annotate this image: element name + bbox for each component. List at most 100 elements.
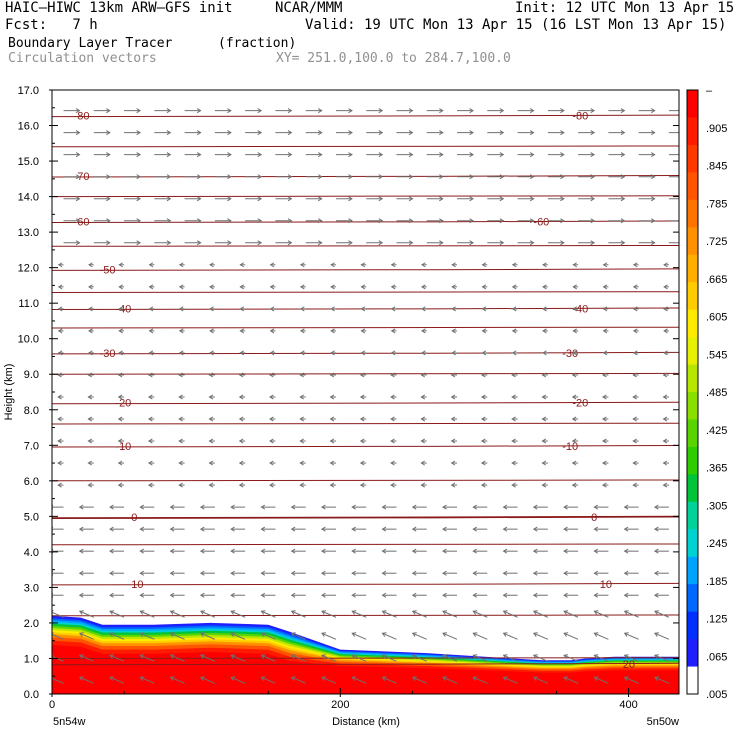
wind-vector [321, 654, 337, 662]
wind-vector-head [139, 610, 145, 615]
colorbar-swatch [687, 144, 698, 173]
wind-vector [594, 654, 609, 662]
wind-vector-head [529, 152, 535, 158]
wind-vector-head [287, 218, 293, 224]
wind-vector-head [572, 306, 577, 312]
wind-vector-head [502, 548, 508, 554]
wind-vector [624, 610, 639, 618]
contour-line--50 [52, 268, 679, 271]
wind-vector-head [381, 526, 387, 532]
wind-vector-head [532, 632, 538, 637]
wind-vector [352, 632, 367, 640]
wind-vector [563, 610, 579, 618]
colorbar-label: .065 [706, 651, 727, 663]
wind-vector-head [653, 570, 659, 576]
wind-vector [170, 632, 185, 640]
wind-vector-head [593, 592, 599, 598]
contour-label: 0 [591, 512, 597, 524]
wind-vector [503, 676, 518, 684]
wind-vector-head [260, 676, 266, 681]
wind-vector-head [563, 570, 568, 576]
wind-vector [170, 610, 185, 618]
wind-vector-head [299, 350, 305, 356]
wind-vector-head [390, 350, 396, 356]
wind-vector-head [663, 350, 668, 356]
wind-vector-head [238, 482, 244, 488]
wind-vector-head [57, 284, 63, 290]
wind-vector-head [209, 328, 214, 334]
wind-vector-head [653, 526, 659, 532]
wind-vector-head [593, 548, 599, 554]
wind-vector-head [420, 438, 426, 444]
wind-vector-head [451, 306, 456, 312]
wind-vector-head [257, 196, 263, 202]
wind-vector-head [632, 438, 637, 444]
wind-vector-head [257, 240, 263, 246]
tracer-field [52, 615, 679, 694]
wind-vector-head [136, 196, 142, 202]
wind-vector-head [532, 548, 538, 554]
wind-vector-head [653, 592, 659, 598]
x-right-endpoint: 5n50w [647, 716, 679, 728]
wind-vector-head [632, 306, 638, 312]
colorbar-label: .845 [706, 161, 727, 173]
wind-vector-head [593, 676, 599, 681]
wind-vector-head [88, 306, 93, 312]
wind-vector-head [269, 306, 275, 312]
wind-vector-head [260, 526, 266, 532]
wind-vector-head [439, 240, 444, 246]
wind-vector-head [209, 262, 214, 268]
wind-vector-head [541, 372, 547, 378]
wind-vector-head [57, 372, 62, 378]
wind-vector-head [239, 306, 245, 312]
contour-line--80 [52, 114, 679, 118]
wind-vector-head [420, 394, 426, 400]
wind-vector-head [681, 109, 684, 113]
contour-line-10 [52, 582, 679, 586]
wind-vector-head [451, 328, 456, 334]
wind-vector [412, 676, 427, 684]
wind-vector-head [196, 130, 202, 136]
wind-vector-head [420, 328, 426, 334]
wind-vector-head [75, 130, 81, 136]
wind-vector-head [199, 592, 205, 598]
contour-label: -50 [100, 264, 116, 276]
wind-vector-head [411, 526, 417, 532]
y-tick-label: 16.0 [18, 121, 39, 133]
wind-vector-head [480, 460, 486, 466]
wind-vector-head [196, 152, 202, 158]
wind-vector-head [269, 372, 274, 378]
wind-vector-head [57, 350, 63, 356]
wind-vector [442, 654, 458, 662]
wind-vector-head [532, 570, 538, 576]
wind-vector-head [593, 632, 599, 637]
wind-vector-head [317, 174, 323, 180]
wind-vector-head [359, 460, 365, 466]
contour-line-minor [52, 245, 679, 247]
wind-vector-head [147, 416, 153, 422]
wind-vector-head [571, 460, 577, 466]
wind-vector-head [196, 218, 202, 224]
contour-label: 0 [131, 512, 137, 524]
wind-vector-head [532, 592, 538, 598]
colorbar-swatch [687, 254, 698, 283]
wind-vector-head [442, 570, 447, 576]
wind-vector-head [299, 416, 304, 422]
wind-vector-head [106, 240, 111, 246]
wind-vector-head [166, 130, 172, 136]
wind-vector-head [378, 130, 384, 136]
y-tick-label: 2.0 [24, 618, 39, 630]
wind-vector-head [230, 632, 236, 637]
wind-vector-head [227, 108, 232, 114]
wind-vector [654, 654, 670, 662]
wind-vector-head [148, 328, 154, 334]
wind-vector-head [330, 284, 335, 290]
wind-vector-head [408, 174, 414, 180]
wind-vector [412, 632, 427, 640]
wind-vector [352, 654, 367, 662]
wind-vector-head [620, 108, 626, 114]
wind-vector-head [620, 240, 626, 246]
wind-vector-head [330, 262, 335, 268]
wind-vector-head [662, 460, 668, 466]
wind-vector-head [480, 394, 486, 400]
